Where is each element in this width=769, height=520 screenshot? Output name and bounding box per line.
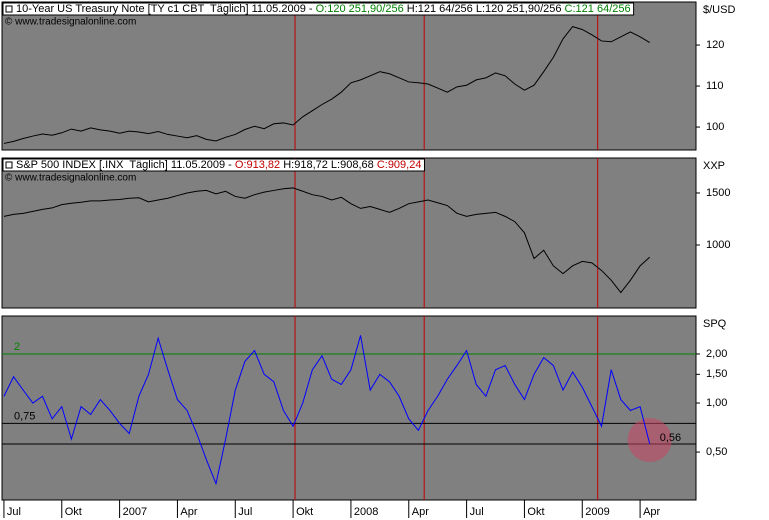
x-tick-label: Jul (238, 506, 252, 518)
x-tick-label: Okt (65, 506, 82, 518)
level-label: 0,75 (14, 410, 35, 422)
legend-icon (5, 5, 13, 13)
legend-part: H:121 64/256 L:120 251,90/256 (404, 3, 565, 15)
series-line (3, 187, 651, 294)
y-tick-label: 2,00 (706, 348, 727, 360)
legend-part: O:120 251,90/256 (316, 3, 404, 15)
x-tick-label: 2008 (354, 506, 378, 518)
series-line (3, 335, 651, 486)
last-value-label: 0,56 (660, 432, 681, 444)
y-tick-label: 110 (706, 80, 724, 92)
unit-label: SPQ (703, 318, 727, 330)
plot-area (1, 315, 697, 501)
y-tick-label: 0,50 (706, 446, 727, 458)
source-label: © www.tradesignalonline.com (5, 17, 136, 28)
panel-legend: S&P 500 INDEX [.INX Täglich] 11.05.2009 … (16, 159, 421, 171)
y-tick-label: 1,00 (706, 397, 727, 409)
y-tick-label: 100 (706, 121, 724, 133)
legend-part: O:913,82 (235, 159, 280, 171)
legend-part: C:121 64/256 (565, 3, 631, 15)
x-tick-label: 2007 (123, 506, 147, 518)
x-tick-label: Okt (527, 506, 544, 518)
x-tick-label: Apr (412, 506, 429, 518)
legend-part: C:909,24 (377, 159, 422, 171)
x-tick-label: Okt (296, 506, 313, 518)
unit-label: XXP (703, 160, 725, 172)
y-tick-label: 1500 (706, 187, 730, 199)
legend-icon (5, 161, 13, 169)
last-value-marker (627, 418, 672, 463)
plot-area (1, 1, 697, 151)
plot-area (1, 157, 697, 309)
legend-box (2, 158, 425, 172)
x-tick-label: Jul (470, 506, 484, 518)
unit-label: $/USD (703, 4, 735, 16)
y-tick-label: 1000 (706, 239, 730, 251)
panel-legend: 10-Year US Treasury Note [TY c1 CBT Tägl… (16, 3, 631, 15)
source-label: © www.tradesignalonline.com (5, 173, 136, 184)
x-tick-label: Jul (7, 506, 21, 518)
x-tick-label: 2009 (585, 506, 609, 518)
x-tick-label: Apr (643, 506, 660, 518)
series-line (3, 26, 650, 144)
y-tick-label: 120 (706, 39, 724, 51)
legend-part: 10-Year US Treasury Note [TY c1 CBT Tägl… (16, 3, 316, 15)
level-label: 2 (14, 341, 20, 353)
legend-part: S&P 500 INDEX [.INX Täglich] 11.05.2009 … (16, 159, 235, 171)
x-tick-label: Apr (180, 506, 197, 518)
legend-box (2, 2, 635, 16)
legend-part: H:918,72 L:908,68 (280, 159, 377, 171)
y-tick-label: 1,50 (706, 368, 727, 380)
